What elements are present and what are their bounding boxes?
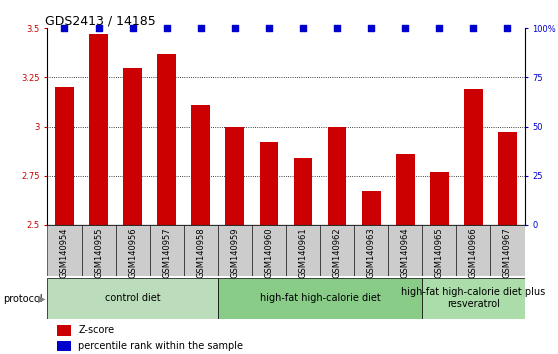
Text: GSM140955: GSM140955 <box>94 227 103 278</box>
Point <box>469 25 478 31</box>
Bar <box>430 172 449 354</box>
Text: GSM140965: GSM140965 <box>435 227 444 278</box>
Text: GSM140964: GSM140964 <box>401 227 410 278</box>
Bar <box>354 225 388 276</box>
Text: GSM140963: GSM140963 <box>367 227 376 278</box>
Bar <box>490 225 525 276</box>
Bar <box>252 225 286 276</box>
Bar <box>57 325 71 336</box>
Bar <box>89 34 108 354</box>
Bar <box>320 225 354 276</box>
Text: GSM140962: GSM140962 <box>333 227 341 278</box>
Bar <box>422 225 456 276</box>
Bar <box>218 225 252 276</box>
Text: GSM140961: GSM140961 <box>299 227 307 278</box>
Point <box>162 25 171 31</box>
Bar <box>294 158 312 354</box>
Point <box>333 25 341 31</box>
Text: GDS2413 / 14185: GDS2413 / 14185 <box>45 14 156 27</box>
Text: GSM140958: GSM140958 <box>196 227 205 278</box>
Bar <box>184 225 218 276</box>
Text: GSM140966: GSM140966 <box>469 227 478 278</box>
Bar <box>464 89 483 354</box>
Point <box>401 25 410 31</box>
Point <box>196 25 205 31</box>
Point <box>503 25 512 31</box>
Bar <box>47 278 218 319</box>
Bar <box>47 225 81 276</box>
Bar <box>388 225 422 276</box>
Point <box>60 25 69 31</box>
Text: GSM140956: GSM140956 <box>128 227 137 278</box>
Bar <box>422 278 525 319</box>
Text: high-fat high-calorie diet plus
resveratrol: high-fat high-calorie diet plus resverat… <box>401 287 546 309</box>
Bar <box>259 142 278 354</box>
Point <box>435 25 444 31</box>
Text: ▶: ▶ <box>38 294 45 304</box>
Point <box>264 25 273 31</box>
Text: GSM140954: GSM140954 <box>60 227 69 278</box>
Text: GSM140957: GSM140957 <box>162 227 171 278</box>
Bar <box>328 126 347 354</box>
Bar <box>157 54 176 354</box>
Bar <box>57 341 71 350</box>
Text: control diet: control diet <box>105 293 161 303</box>
Bar <box>55 87 74 354</box>
Text: high-fat high-calorie diet: high-fat high-calorie diet <box>259 293 381 303</box>
Bar <box>286 225 320 276</box>
Text: Z-score: Z-score <box>79 325 114 336</box>
Bar <box>362 192 381 354</box>
Point <box>299 25 307 31</box>
Bar <box>123 68 142 354</box>
Bar <box>191 105 210 354</box>
Point <box>230 25 239 31</box>
Bar <box>218 278 422 319</box>
Bar <box>456 225 490 276</box>
Bar <box>81 225 116 276</box>
Point <box>94 25 103 31</box>
Point <box>128 25 137 31</box>
Bar <box>225 126 244 354</box>
Bar <box>396 154 415 354</box>
Bar <box>150 225 184 276</box>
Bar <box>498 132 517 354</box>
Point <box>367 25 376 31</box>
Text: GSM140959: GSM140959 <box>230 227 239 278</box>
Text: GSM140960: GSM140960 <box>264 227 273 278</box>
Text: percentile rank within the sample: percentile rank within the sample <box>79 341 243 350</box>
Text: GSM140967: GSM140967 <box>503 227 512 278</box>
Text: protocol: protocol <box>3 294 42 304</box>
Bar <box>116 225 150 276</box>
